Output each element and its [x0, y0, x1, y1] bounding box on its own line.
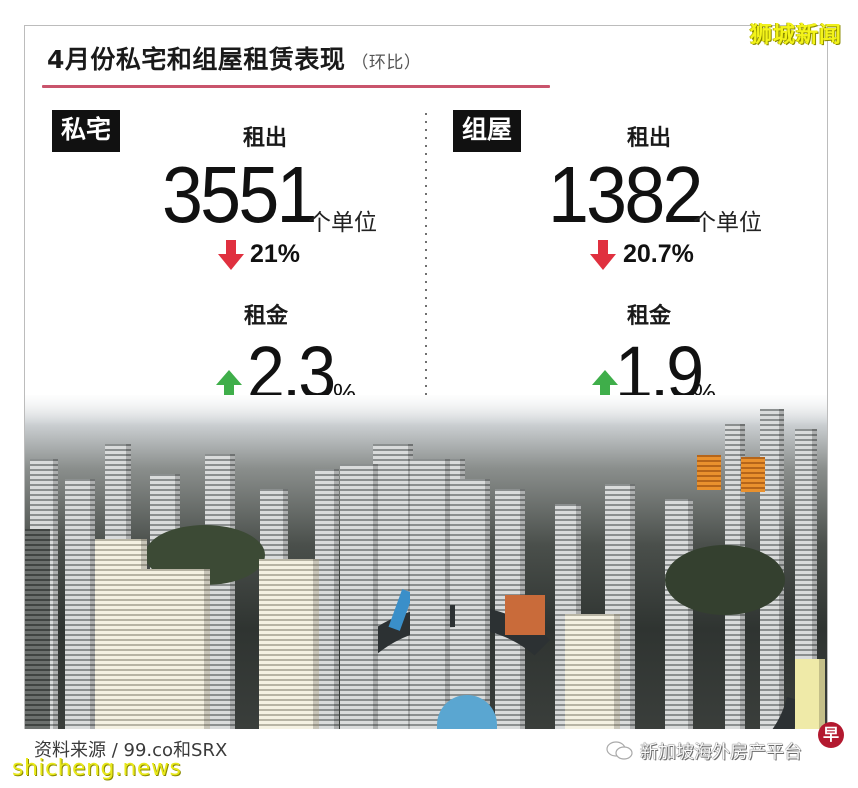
- building: [665, 499, 693, 729]
- site-watermark: shicheng.news: [12, 756, 182, 781]
- building: [697, 455, 721, 490]
- trees: [665, 545, 785, 615]
- title-text: 4月份私宅和组屋租赁表现: [47, 45, 346, 74]
- section-tag: 组屋: [453, 110, 522, 152]
- rent-label: 租金: [244, 304, 289, 329]
- wechat-account-name: 新加坡海外房产平台: [640, 742, 802, 763]
- arrow-down-icon: [590, 240, 616, 270]
- arrow-up-icon: [216, 370, 242, 400]
- building: [455, 479, 490, 729]
- title-underline: [42, 85, 550, 88]
- building: [505, 595, 545, 635]
- building: [565, 614, 620, 729]
- rented-unit: 个单位: [693, 210, 762, 236]
- building: [95, 539, 147, 729]
- building: [205, 454, 235, 729]
- rented-value: 3551: [162, 150, 317, 239]
- skyline-photo: [25, 395, 827, 729]
- building: [25, 529, 50, 729]
- source-credit: 资料来源 / 99.co和SRX: [34, 740, 228, 761]
- rented-change: 21%: [250, 240, 301, 268]
- page-title: 4月份私宅和组屋租赁表现 （环比）: [47, 40, 482, 76]
- building: [259, 559, 319, 729]
- building: [410, 459, 450, 729]
- building: [65, 479, 95, 729]
- header: 4月份私宅和组屋租赁表现 （环比）: [47, 40, 482, 76]
- zaobao-logo: 早: [818, 722, 844, 748]
- rented-label: 租出: [627, 126, 672, 151]
- rented-label: 租出: [243, 126, 288, 151]
- wechat-icon: [606, 741, 633, 760]
- arrow-up-icon: [592, 370, 618, 400]
- building: [795, 429, 817, 729]
- title-subtitle: （环比）: [351, 53, 422, 73]
- rent-label: 租金: [627, 304, 672, 329]
- section-divider: [425, 110, 427, 410]
- rented-change: 20.7%: [623, 240, 694, 268]
- rented-unit: 个单位: [308, 210, 377, 236]
- arrow-down-icon: [218, 240, 244, 270]
- rented-value: 1382: [548, 150, 703, 239]
- masthead-watermark: 狮城新闻: [749, 23, 842, 48]
- building: [741, 457, 765, 492]
- building: [795, 659, 825, 729]
- building: [340, 464, 378, 729]
- wechat-watermark: 新加坡海外房产平台: [606, 738, 802, 764]
- building: [140, 569, 210, 729]
- haze: [25, 395, 827, 425]
- section-tag: 私宅: [52, 110, 121, 152]
